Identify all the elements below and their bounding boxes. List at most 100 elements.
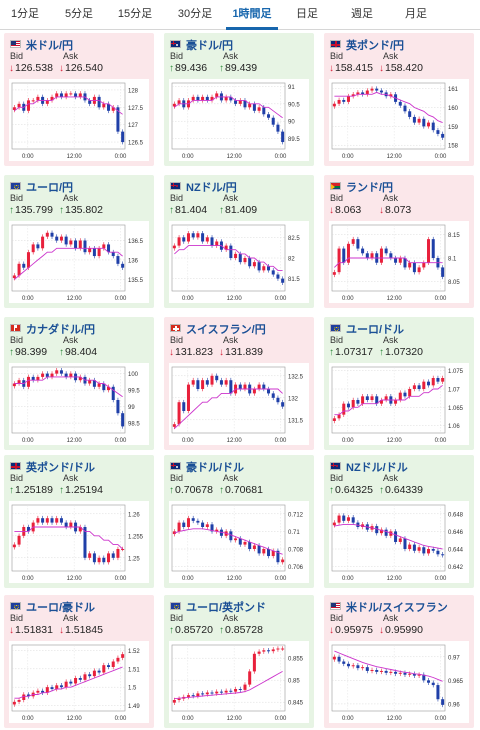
candle-body [267,266,271,271]
candle-body [234,689,238,692]
rate-card[interactable]: カナダドル/円 Bid Ask ↑98.399 ↑98.404 100 99.5 99 98.5… [4,317,154,450]
rate-card[interactable]: 英ポンド/円 Bid Ask ↓158.415 ↓158.420 161 160 159 158… [324,33,474,166]
chart-svg: 100 99.5 99 98.5 0:00 12:00 0:00 [11,366,140,444]
candle-body [210,692,214,694]
currency-pair-link[interactable]: スイスフラン/円 [186,324,266,336]
rate-card[interactable]: 英ポンド/ドル Bid Ask ↑1.25189 ↑1.25194 1.26 1.255 1.… [4,455,154,588]
rate-card[interactable]: NZドル/円 Bid Ask ↑81.404 ↑81.409 82.5 82 81.5 0:00… [164,175,314,308]
candle-body [238,100,242,104]
ask-price: 1.51845 [65,624,103,636]
tab-3[interactable]: 30分足 [177,8,213,20]
chart-svg: 1.521.511.51.490:00 12:00 0:00 [11,644,140,722]
y-tick-label: 160 [448,106,459,112]
rate-card[interactable]: 豪ドル/円 Bid Ask ↑89.436 ↑89.439 91 90.5 90 89.5 0:0… [164,33,314,166]
candle-body [64,522,68,527]
hourly-candlestick-chart[interactable]: 1.075 1.07 1.065 1.06 0:00 12:00 0:00 [329,363,469,445]
hourly-candlestick-chart[interactable]: 1.52 1.51 1.5 1.49 0:00 12:00 0:00 [9,641,149,723]
y-tick-label: 1.06 [448,424,460,430]
rate-card[interactable]: ユーロ/豪ドル Bid Ask ↓1.51831 ↓1.51845 1.52 1.51 1.5… [4,595,154,728]
rate-card[interactable]: NZドル/ドル Bid Ask ↑0.64325 ↑0.64339 0.648 0.646 0… [324,455,474,588]
candle-body [172,103,176,107]
ask-value: ↑89.439 [219,62,257,74]
rate-card[interactable]: ユーロ/円 Bid Ask ↑135.799 ↑135.802 136.5 136 135.5… [4,175,154,308]
x-tick-label: 12:00 [67,438,83,444]
hourly-candlestick-chart[interactable]: 100 99.5 99 98.5 0:00 12:00 0:00 [9,363,149,445]
currency-pair-link[interactable]: ユーロ/円 [26,182,74,194]
rate-card[interactable]: 米ドル/スイスフラン Bid Ask ↓0.95975 ↓0.95990 0.97 0.96… [324,595,474,728]
hourly-candlestick-chart[interactable]: 82.5 82 81.5 0:00 12:00 0:00 [169,221,309,303]
y-tick-label: 1.5 [128,686,137,692]
candle-body [215,241,219,246]
candle-body [262,650,266,652]
currency-pair-link[interactable]: カナダドル/円 [26,324,96,336]
hourly-candlestick-chart[interactable]: 0.855 0.85 0.845 0:00 12:00 0:00 [169,641,309,723]
hourly-candlestick-chart[interactable]: 1.26 1.255 1.25 0:00 12:00 0:00 [9,501,149,583]
moving-average-line [174,528,283,555]
x-tick-label: 12:00 [227,154,243,160]
candle-body [370,396,374,400]
currency-pair-link[interactable]: 英ポンド/ドル [26,462,96,474]
currency-pair-link[interactable]: NZドル/円 [186,182,237,194]
candle-body [441,554,445,556]
hourly-candlestick-chart[interactable]: 0.97 0.965 0.96 0:00 12:00 0:00 [329,641,469,723]
candle-body [69,522,73,527]
candle-body [102,244,106,249]
candle-body [379,529,383,534]
candle-body [201,380,205,389]
rate-card[interactable]: ユーロ/英ポンド Bid Ask ↑0.85720 ↑0.85728 0.855 0.85 0… [164,595,314,728]
tab-6[interactable]: 週足 [351,8,373,20]
candle-body [31,244,35,253]
candle-body [201,522,205,527]
candle-body [78,93,82,97]
rate-card[interactable]: ユーロ/ドル Bid Ask ↑1.07317 ↑1.07320 1.075 1.07 1.0… [324,317,474,450]
ask-label: Ask [223,193,239,203]
hourly-candlestick-chart[interactable]: 161 160 159 158 0:00 12:00 0:00 [329,79,469,161]
x-tick-label: 0:00 [342,576,354,582]
currency-pair-link[interactable]: 米ドル/スイスフラン [346,602,448,614]
candle-body [111,661,115,667]
hourly-candlestick-chart[interactable]: 132.5 132 131.5 0:00 12:00 0:00 [169,363,309,445]
candle-body [92,670,96,677]
candle-body [17,103,21,108]
tab-5[interactable]: 日足 [296,8,318,20]
rate-card[interactable]: 米ドル/円 Bid Ask ↓126.538 ↓126.540 128 127.5 127 12… [4,33,154,166]
candle-body [22,263,26,268]
currency-pair-link[interactable]: ユーロ/豪ドル [26,602,96,614]
x-tick-label: 12:00 [227,576,243,582]
rate-card[interactable]: 豪ドル/ドル Bid Ask ↑0.70678 ↑0.70681 0.712 0.71 0.7… [164,455,314,588]
plot-area [331,82,446,150]
rate-card[interactable]: スイスフラン/円 Bid Ask ↓131.823 ↓131.839 132.5 132 13… [164,317,314,450]
currency-pair-link[interactable]: 米ドル/円 [26,40,74,52]
currency-pair-link[interactable]: ランド/円 [346,182,394,194]
tab-4[interactable]: 1時間足 [226,0,278,30]
tab-2[interactable]: 15分足 [117,8,153,20]
candle-body [375,396,379,404]
candle-body [69,240,73,245]
currency-pair-link[interactable]: 英ポンド/円 [346,40,405,52]
candle-body [252,262,256,267]
bid-value: ↑135.799 [9,204,53,216]
hourly-candlestick-chart[interactable]: 8.15 8.1 8.05 0:00 12:00 0:00 [329,221,469,303]
candle-body [332,418,336,421]
hourly-candlestick-chart[interactable]: 91 90.5 90 89.5 0:00 12:00 0:00 [169,79,309,161]
y-tick-label: 0.706 [288,565,304,571]
rate-card[interactable]: ランド/円 Bid Ask ↓8.063 ↓8.073 8.15 8.1 8.05 0:00 12… [324,175,474,308]
tab-0[interactable]: 1分足 [10,8,40,20]
hourly-candlestick-chart[interactable]: 0.648 0.646 0.644 0.642 0:00 12:00 0:00 [329,501,469,583]
tab-1[interactable]: 5分足 [64,8,94,20]
y-tick-label: 1.255 [128,534,144,540]
candle-body [215,691,219,694]
currency-pair-link[interactable]: ユーロ/ドル [346,324,405,336]
candle-body [257,384,261,389]
arrow-up-icon: ↑ [169,625,174,636]
tab-7[interactable]: 月足 [405,8,427,20]
y-tick-label: 1.49 [128,704,140,710]
currency-pair-link[interactable]: 豪ドル/円 [186,40,234,52]
currency-pair-link[interactable]: 豪ドル/ドル [186,462,245,474]
hourly-candlestick-chart[interactable]: 128 127.5 127 126.5 0:00 12:00 0:00 [9,79,149,161]
candle-body [186,233,190,242]
currency-pair-link[interactable]: NZドル/ドル [346,462,408,474]
currency-pair-link[interactable]: ユーロ/英ポンド [186,602,267,614]
hourly-candlestick-chart[interactable]: 136.5 136 135.5 0:00 12:00 0:00 [9,221,149,303]
hourly-candlestick-chart[interactable]: 0.712 0.71 0.708 0.706 0:00 12:00 0:00 [169,501,309,583]
